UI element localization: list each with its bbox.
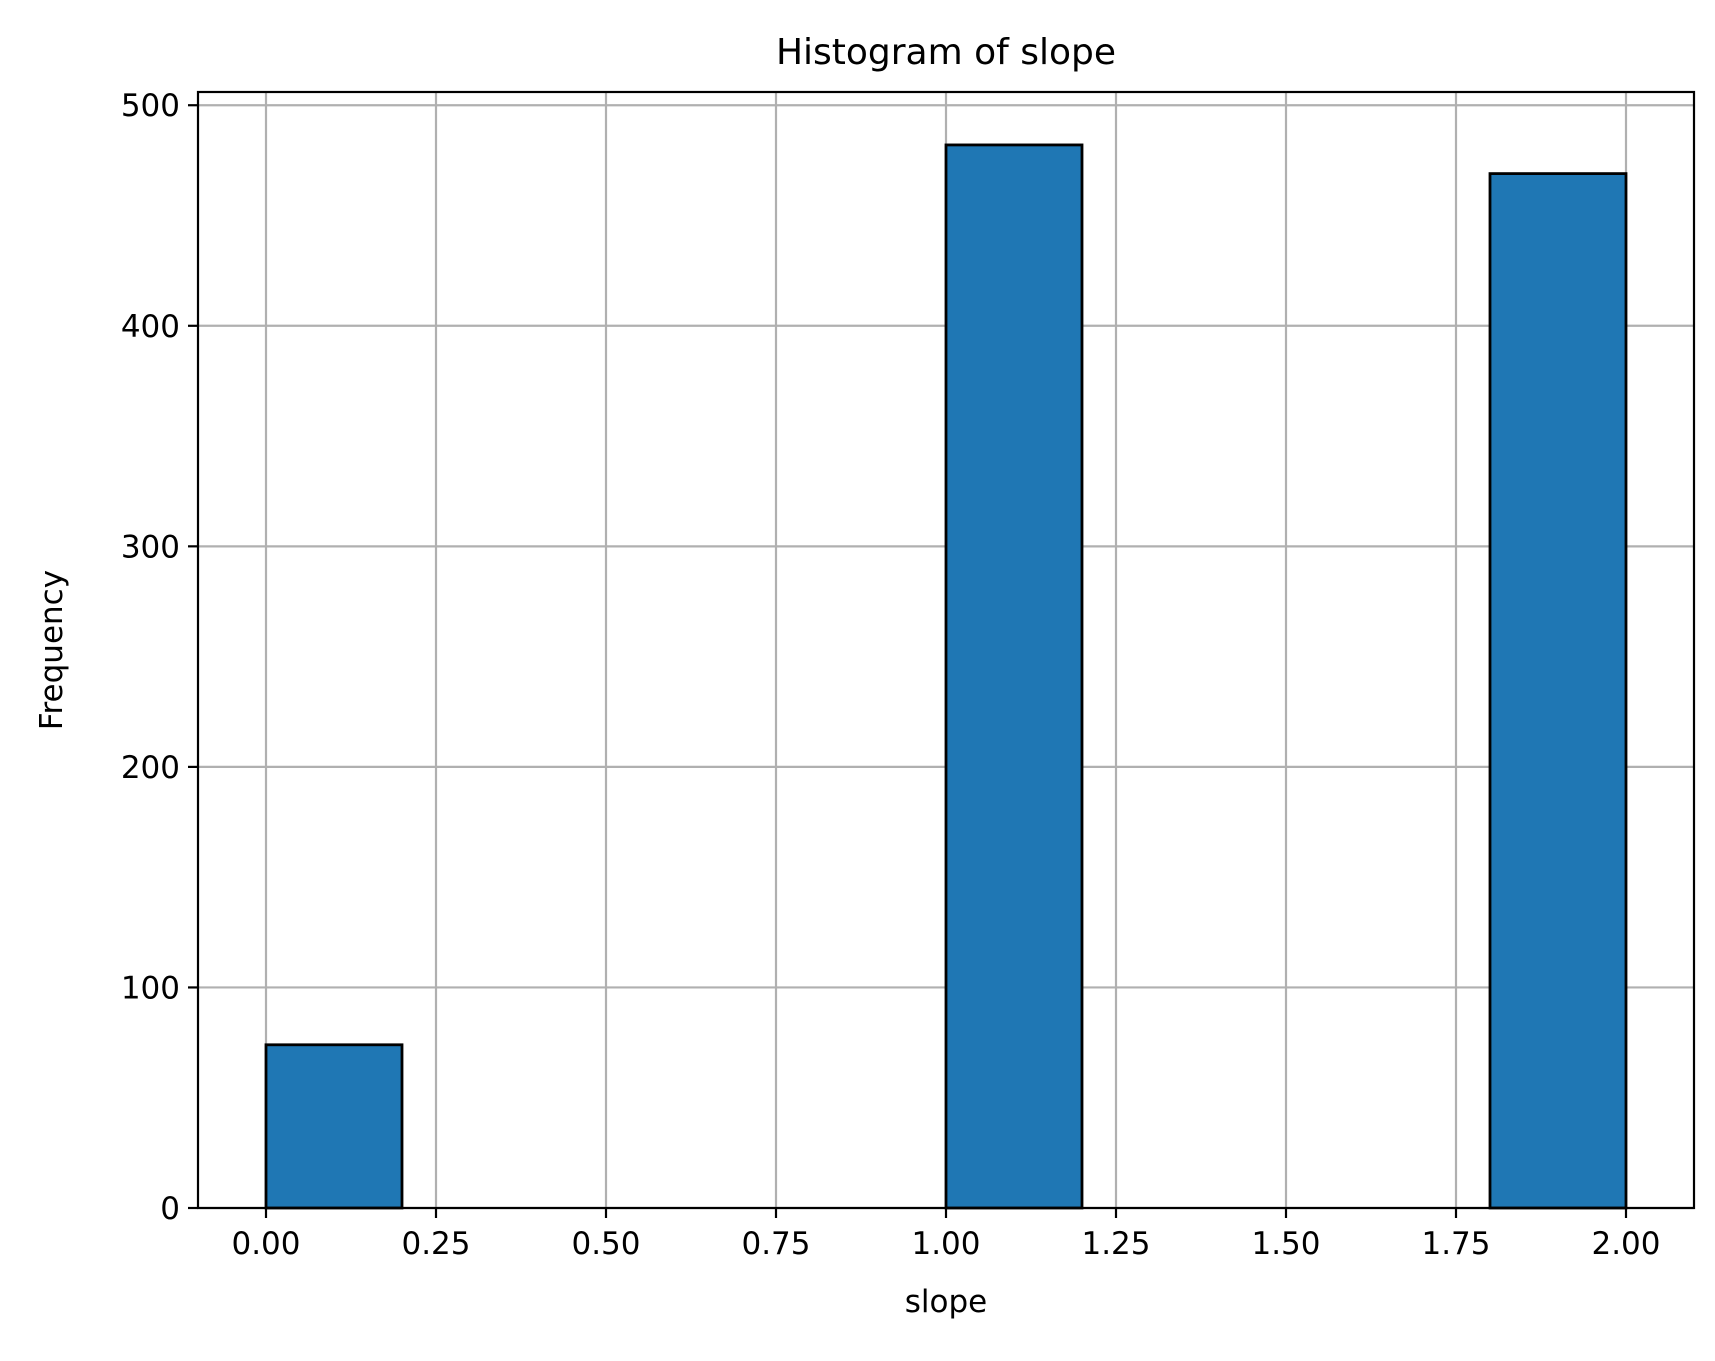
- histogram-bar: [264, 1043, 404, 1210]
- y-tick-label: 300: [121, 529, 180, 565]
- x-tick-label: 0.75: [741, 1226, 810, 1262]
- x-tick-label: 2.00: [1591, 1226, 1660, 1262]
- chart-title: Histogram of slope: [776, 32, 1116, 73]
- histogram-bar: [944, 143, 1084, 1210]
- y-tick-label: 100: [121, 970, 180, 1006]
- y-tick-label: 500: [121, 88, 180, 124]
- y-tick-label: 200: [121, 750, 180, 786]
- y-axis-label: Frequency: [34, 570, 70, 730]
- y-tick-label: 0: [160, 1191, 180, 1227]
- y-tick-label: 400: [121, 309, 180, 345]
- x-tick-label: 0.50: [571, 1226, 640, 1262]
- x-tick-label: 1.00: [911, 1226, 980, 1262]
- axis-ticks: 0.00 0.25 0.50 0.75 1.00 1.25 1.50 1.75 2.00 0 100…: [121, 88, 1661, 1262]
- histogram-bar: [1488, 172, 1628, 1210]
- x-tick-label: 0.25: [401, 1226, 470, 1262]
- x-axis-label: slope: [905, 1284, 987, 1320]
- histogram-bars: [264, 143, 1628, 1210]
- x-tick-label: 0.00: [231, 1226, 300, 1262]
- x-tick-label: 1.75: [1421, 1226, 1490, 1262]
- x-tick-label: 1.50: [1251, 1226, 1320, 1262]
- x-tick-label: 1.25: [1081, 1226, 1150, 1262]
